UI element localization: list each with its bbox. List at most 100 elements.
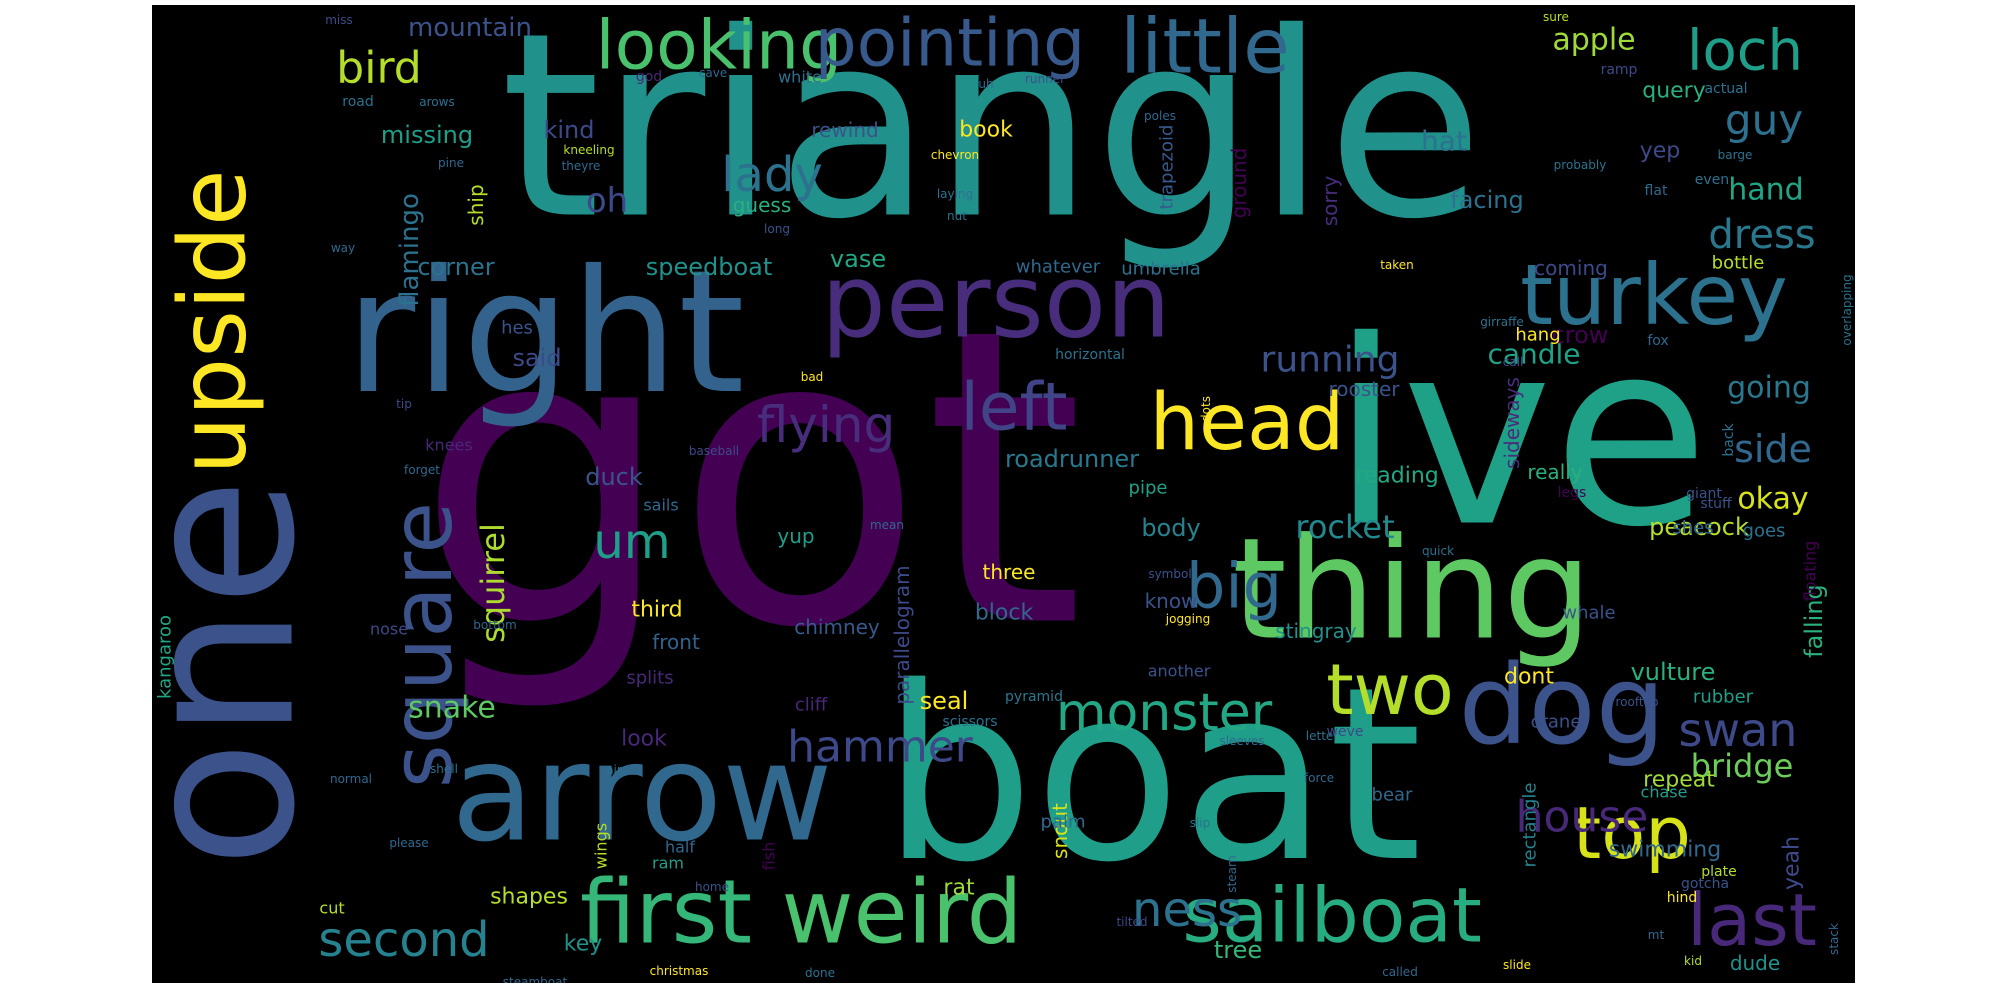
word-third: third xyxy=(631,598,682,623)
word-three: three xyxy=(983,560,1036,584)
word-sleeves: sleeves xyxy=(1219,734,1264,748)
word-steamboat: steamboat xyxy=(503,975,568,983)
word-dont: dont xyxy=(1504,665,1554,690)
word-runner: runner xyxy=(1025,72,1065,86)
word-sure: sure xyxy=(1543,10,1569,24)
word-call: call xyxy=(1503,355,1524,369)
word-uh: uh xyxy=(978,77,993,91)
word-horizontal: horizontal xyxy=(1055,347,1125,363)
word-quick: quick xyxy=(1422,544,1454,558)
word-side: side xyxy=(1734,427,1812,471)
word-normal: normal xyxy=(330,772,372,786)
word-pine: pine xyxy=(438,156,464,170)
word-cave: cave xyxy=(699,66,727,80)
word-oh: oh xyxy=(586,181,628,221)
word-goes: goes xyxy=(1743,521,1786,542)
word-triangle: triangle xyxy=(500,5,1483,276)
word-turkey: turkey xyxy=(1520,246,1788,344)
word-first: first xyxy=(580,861,752,964)
word-probably: probably xyxy=(1554,158,1607,172)
word-hes: hes xyxy=(501,318,533,339)
word-swimming: swimming xyxy=(1609,838,1721,863)
word-dude: dude xyxy=(1730,951,1780,975)
word-rat: rat xyxy=(943,876,975,901)
word-head: head xyxy=(1150,378,1345,468)
word-said: said xyxy=(512,344,561,372)
word-white: white xyxy=(778,68,822,87)
word-theyre: theyre xyxy=(562,159,601,173)
word-half: half xyxy=(665,838,695,857)
word-kid: kid xyxy=(1684,954,1702,968)
word-stingray: stingray xyxy=(1275,619,1357,643)
word-bear: bear xyxy=(1372,785,1414,806)
word-hammer: hammer xyxy=(787,722,974,773)
word-two: two xyxy=(1326,649,1454,731)
word-last: last xyxy=(1687,878,1817,962)
word-long: long xyxy=(764,222,790,236)
word-mt: mt xyxy=(1648,928,1665,942)
word-running: running xyxy=(1261,340,1400,381)
word-sideways: sideways xyxy=(1500,377,1524,469)
word-legs: legs xyxy=(1558,485,1587,501)
word-body: body xyxy=(1141,514,1200,542)
word-left: left xyxy=(961,369,1068,446)
word-hand: hand xyxy=(1728,173,1803,208)
word-rewind: rewind xyxy=(811,118,878,142)
word-air: air xyxy=(606,763,622,777)
word-person: person xyxy=(821,243,1171,362)
word-house: house xyxy=(1516,792,1649,843)
word-palm: palm xyxy=(1041,812,1086,833)
word-slip: slip xyxy=(1190,816,1211,830)
word-yup: yup xyxy=(777,524,814,548)
word-home: home xyxy=(695,880,729,894)
word-going: going xyxy=(1727,371,1811,406)
word-know: know xyxy=(1145,589,1198,613)
word-shell: shell xyxy=(430,762,458,776)
word-fish: fish xyxy=(760,842,779,871)
word-jogging: jogging xyxy=(1165,612,1210,626)
word-ground: ground xyxy=(1227,148,1251,219)
word-arrow: arrow xyxy=(451,715,832,872)
word-nose: nose xyxy=(370,620,408,639)
word-tilted: tilted xyxy=(1116,915,1147,929)
word-arows: arows xyxy=(419,95,454,109)
word-cliff: cliff xyxy=(795,695,828,716)
word-missing: missing xyxy=(381,121,473,149)
word-guess: guess xyxy=(733,193,792,217)
word-dress: dress xyxy=(1708,212,1815,258)
word-book: book xyxy=(959,118,1013,143)
word-duck: duck xyxy=(585,463,643,491)
word-christmas: christmas xyxy=(650,964,709,978)
word-mountain: mountain xyxy=(408,13,532,43)
word-bridge: bridge xyxy=(1691,747,1794,785)
word-back: back xyxy=(1721,422,1737,456)
word-splits: splits xyxy=(626,668,673,689)
word-um: um xyxy=(593,514,670,570)
word-chimney: chimney xyxy=(794,615,880,639)
word-thing: thing xyxy=(1232,509,1592,672)
word-loch: loch xyxy=(1687,19,1803,84)
word-overlapping: overlapping xyxy=(1840,274,1854,345)
word-scissors: scissors xyxy=(942,714,997,730)
word-sails: sails xyxy=(643,496,678,515)
word-corner: corner xyxy=(417,253,494,281)
word-key: key xyxy=(564,932,603,957)
word-vase: vase xyxy=(830,245,886,273)
word-whatever: whatever xyxy=(1016,257,1101,278)
word-slide: slide xyxy=(1503,958,1531,972)
word-candle: candle xyxy=(1487,338,1580,371)
word-ness: ness xyxy=(1132,882,1242,938)
word-way: way xyxy=(331,241,355,255)
word-coming: coming xyxy=(1534,256,1608,280)
word-really: really xyxy=(1527,460,1582,484)
word-bottom: bottom xyxy=(473,618,516,632)
word-query: query xyxy=(1642,79,1706,104)
word-god: god xyxy=(636,69,662,85)
word-ramp: ramp xyxy=(1601,62,1638,78)
word-got: got xyxy=(416,243,1085,718)
word-kangaroo: kangaroo xyxy=(155,615,176,699)
word-rooster: rooster xyxy=(1328,377,1400,401)
word-boat: boat xyxy=(882,635,1422,915)
word-kneeling: kneeling xyxy=(563,143,614,157)
